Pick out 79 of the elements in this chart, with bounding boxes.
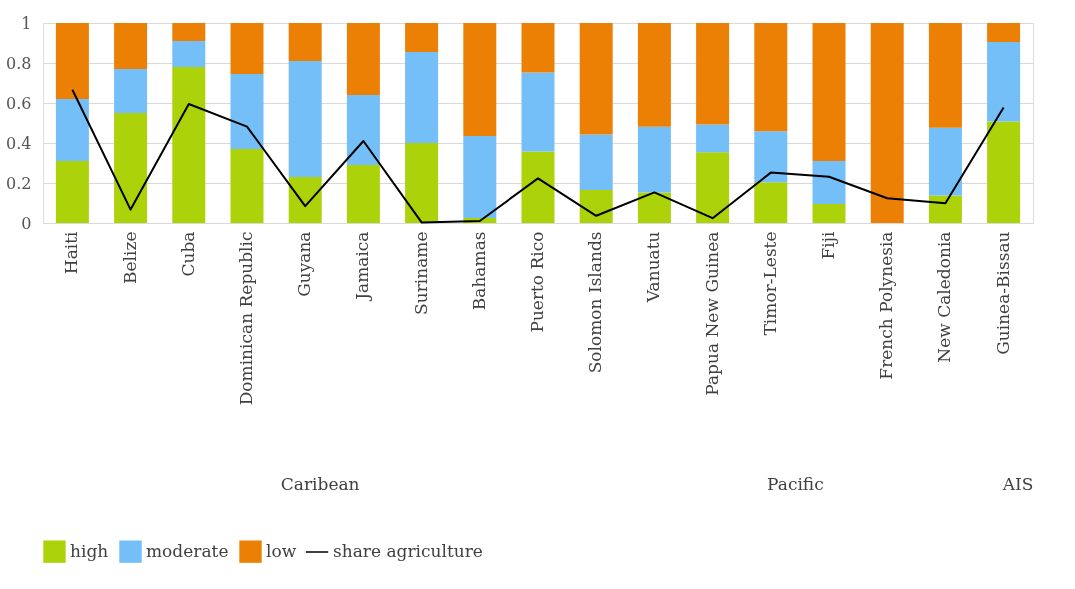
- x-tick-label: Vanuatu: [643, 231, 664, 304]
- y-tick-label: 0: [21, 213, 32, 233]
- bar: [812, 23, 846, 161]
- x-tick-label: Timor-Leste: [759, 231, 780, 336]
- x-tick-label: Papua New Guinea: [701, 231, 722, 396]
- bar: [870, 23, 904, 223]
- bar: [346, 95, 380, 165]
- bar: [463, 23, 497, 136]
- bar: [55, 99, 89, 161]
- bar: [812, 161, 846, 204]
- x-tick-label: Cuba: [177, 231, 198, 277]
- x-tick-label: Jamaica: [352, 231, 373, 302]
- y-tick-label: 1: [21, 13, 32, 33]
- bar: [637, 192, 671, 223]
- bar: [521, 72, 555, 152]
- bar: [172, 41, 206, 67]
- legend-label: high: [70, 540, 109, 561]
- x-tick-label: Bahamas: [468, 231, 489, 311]
- x-tick-label: Suriname: [410, 231, 431, 315]
- bar: [346, 165, 380, 223]
- bar: [346, 23, 380, 95]
- bar: [114, 23, 148, 69]
- bar: [114, 113, 148, 223]
- bar: [172, 23, 206, 41]
- x-tick-label: New Caledonia: [934, 231, 955, 363]
- bar: [288, 23, 322, 61]
- x-tick-label: Haiti: [61, 230, 82, 275]
- bar: [172, 67, 206, 223]
- x-tick-label: Puerto Rico: [527, 231, 547, 333]
- bar: [405, 52, 439, 143]
- x-tick-label: Guinea-Bissau: [992, 231, 1013, 355]
- bar: [579, 190, 613, 223]
- text: Pacific: [767, 474, 824, 494]
- line-series: [71, 88, 1005, 224]
- bar: [754, 23, 788, 132]
- bar: [521, 23, 555, 73]
- bar: [754, 182, 788, 223]
- y-tick-label: 0.2: [6, 173, 32, 193]
- bar: [230, 74, 264, 149]
- bar: [114, 69, 148, 113]
- bar: [696, 152, 730, 223]
- legend-label: share agriculture: [333, 541, 483, 561]
- bar: [696, 124, 730, 153]
- bar: [579, 23, 613, 135]
- bar: [987, 42, 1021, 122]
- x-tick-label: Dominican Republic: [235, 231, 256, 406]
- bar: [405, 23, 439, 52]
- bar: [288, 177, 322, 223]
- x-tick-label: Solomon Islands: [585, 231, 606, 374]
- bar: [987, 121, 1021, 223]
- text: AIS: [1001, 474, 1034, 494]
- bar: [637, 126, 671, 193]
- text: Caribean: [280, 474, 360, 494]
- bar: [55, 161, 89, 223]
- bar: [579, 134, 613, 190]
- legend-label: low: [266, 540, 297, 561]
- bar: [463, 136, 497, 218]
- bar: [928, 127, 962, 196]
- y-tick-label: 0.6: [6, 93, 32, 113]
- bar: [928, 195, 962, 223]
- x-tick-label: Belize: [119, 231, 140, 284]
- bar: [521, 151, 555, 223]
- bar: [754, 131, 788, 183]
- bar: [812, 204, 846, 223]
- bar: [230, 23, 264, 74]
- legend-label: moderate: [146, 540, 229, 561]
- bar: [987, 23, 1021, 42]
- bar: [55, 23, 89, 99]
- x-tick-label: Fiji: [818, 230, 839, 260]
- bar: [230, 149, 264, 223]
- bar: [288, 61, 322, 177]
- y-tick-label: 0.4: [6, 133, 32, 153]
- bar: [637, 23, 671, 127]
- x-tick-label: Guyana: [294, 231, 315, 297]
- bar: [405, 143, 439, 223]
- y-tick-label: 0.8: [6, 53, 32, 73]
- bar: [928, 23, 962, 128]
- x-tick-label: French Polynesia: [876, 231, 897, 380]
- bar: [696, 23, 730, 125]
